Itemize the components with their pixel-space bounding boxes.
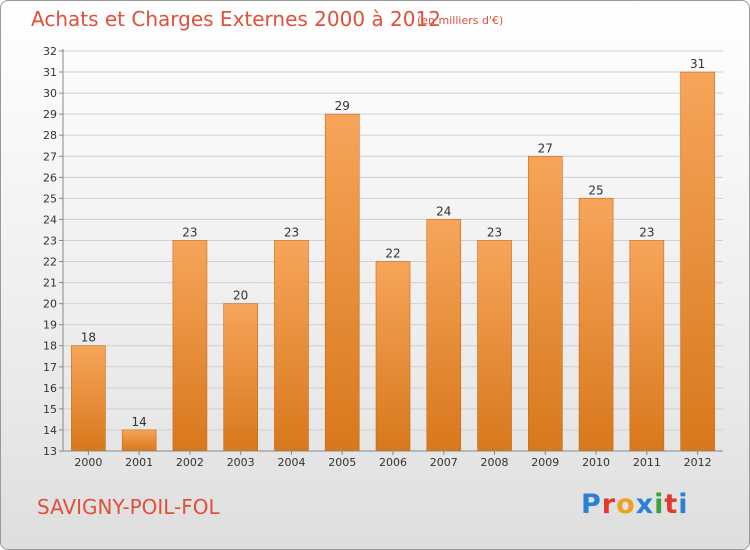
logo-letter: x [635, 489, 655, 520]
x-tick-label-2008: 2008 [481, 456, 509, 469]
y-tick-label: 31 [43, 66, 57, 79]
y-tick-label: 26 [43, 171, 57, 184]
x-tick-label-2010: 2010 [582, 456, 610, 469]
x-tick-label-2007: 2007 [430, 456, 458, 469]
bar-2000 [71, 345, 106, 452]
chart-unit: (en milliers d'€) [417, 14, 504, 27]
y-tick-label: 13 [43, 445, 57, 458]
x-tick-label-2001: 2001 [125, 456, 153, 469]
data-label-2012: 31 [690, 57, 705, 71]
bar-2006 [375, 261, 411, 452]
y-tick-label: 14 [43, 424, 57, 437]
bar-2011 [629, 240, 665, 452]
bar-2003 [223, 303, 258, 452]
data-label-2006: 22 [385, 247, 400, 261]
data-label-2007: 24 [436, 204, 451, 218]
y-tick-label: 22 [43, 256, 57, 269]
x-tick-label-2004: 2004 [277, 456, 305, 469]
data-label-2000: 18 [81, 331, 96, 345]
y-tick-label: 30 [43, 87, 57, 100]
axes [59, 49, 723, 455]
y-tick-label: 32 [43, 45, 57, 58]
bar-2002 [172, 240, 208, 452]
logo-letter: i [654, 489, 665, 520]
bar-2009 [528, 155, 563, 452]
logo-letter: i [678, 489, 689, 520]
y-tick-label: 25 [43, 192, 57, 205]
y-tick-label: 19 [43, 319, 57, 332]
bar-2012 [680, 71, 715, 452]
bar-2007 [426, 219, 462, 452]
data-label-2005: 29 [335, 99, 350, 113]
data-label-2009: 27 [538, 141, 553, 155]
y-tick-label: 21 [43, 277, 57, 290]
bar-2010 [578, 198, 614, 452]
x-tick-label-2002: 2002 [176, 456, 204, 469]
logo-letter: o [616, 489, 636, 520]
x-tick-label-2012: 2012 [684, 456, 712, 469]
y-tick-label: 29 [43, 108, 57, 121]
x-tick-label-2003: 2003 [227, 456, 255, 469]
chart-title: Achats et Charges Externes 2000 à 2012 [31, 7, 441, 31]
data-label-2011: 23 [639, 225, 654, 239]
bar-2008 [477, 240, 512, 452]
y-tick-label: 20 [43, 298, 57, 311]
y-tick-label: 24 [43, 213, 57, 226]
y-tick-label: 15 [43, 403, 57, 416]
y-tick-label: 23 [43, 234, 57, 247]
labels: 13 14 15 16 17 18 19 20 21 22 23 24 25 26 27 28 29 30 31 32… [43, 45, 712, 469]
data-label-2010: 25 [588, 183, 603, 197]
bar-2004 [274, 240, 309, 452]
y-tick-label: 18 [43, 340, 57, 353]
proxiti-logo: Proxiti [581, 489, 689, 520]
data-label-2004: 23 [284, 225, 299, 239]
x-tick-label-2000: 2000 [74, 456, 102, 469]
x-tick-label-2011: 2011 [633, 456, 661, 469]
y-tick-label: 27 [43, 150, 57, 163]
y-tick-label: 17 [43, 361, 57, 374]
commune-name: SAVIGNY-POIL-FOL [37, 495, 220, 519]
x-tick-label-2006: 2006 [379, 456, 407, 469]
bars [71, 71, 715, 452]
bar-2001 [121, 429, 157, 452]
x-tick-label-2009: 2009 [531, 456, 559, 469]
bar-2005 [324, 113, 360, 452]
y-tick-label: 16 [43, 382, 57, 395]
logo-letter: P [581, 489, 602, 520]
data-label-2001: 14 [132, 415, 147, 429]
logo-letter: r [601, 489, 617, 520]
y-tick-label: 28 [43, 129, 57, 142]
data-label-2002: 23 [182, 225, 197, 239]
x-tick-label-2005: 2005 [328, 456, 356, 469]
logo-letter: t [664, 489, 679, 520]
data-label-2003: 20 [233, 289, 248, 303]
data-label-2008: 23 [487, 225, 502, 239]
